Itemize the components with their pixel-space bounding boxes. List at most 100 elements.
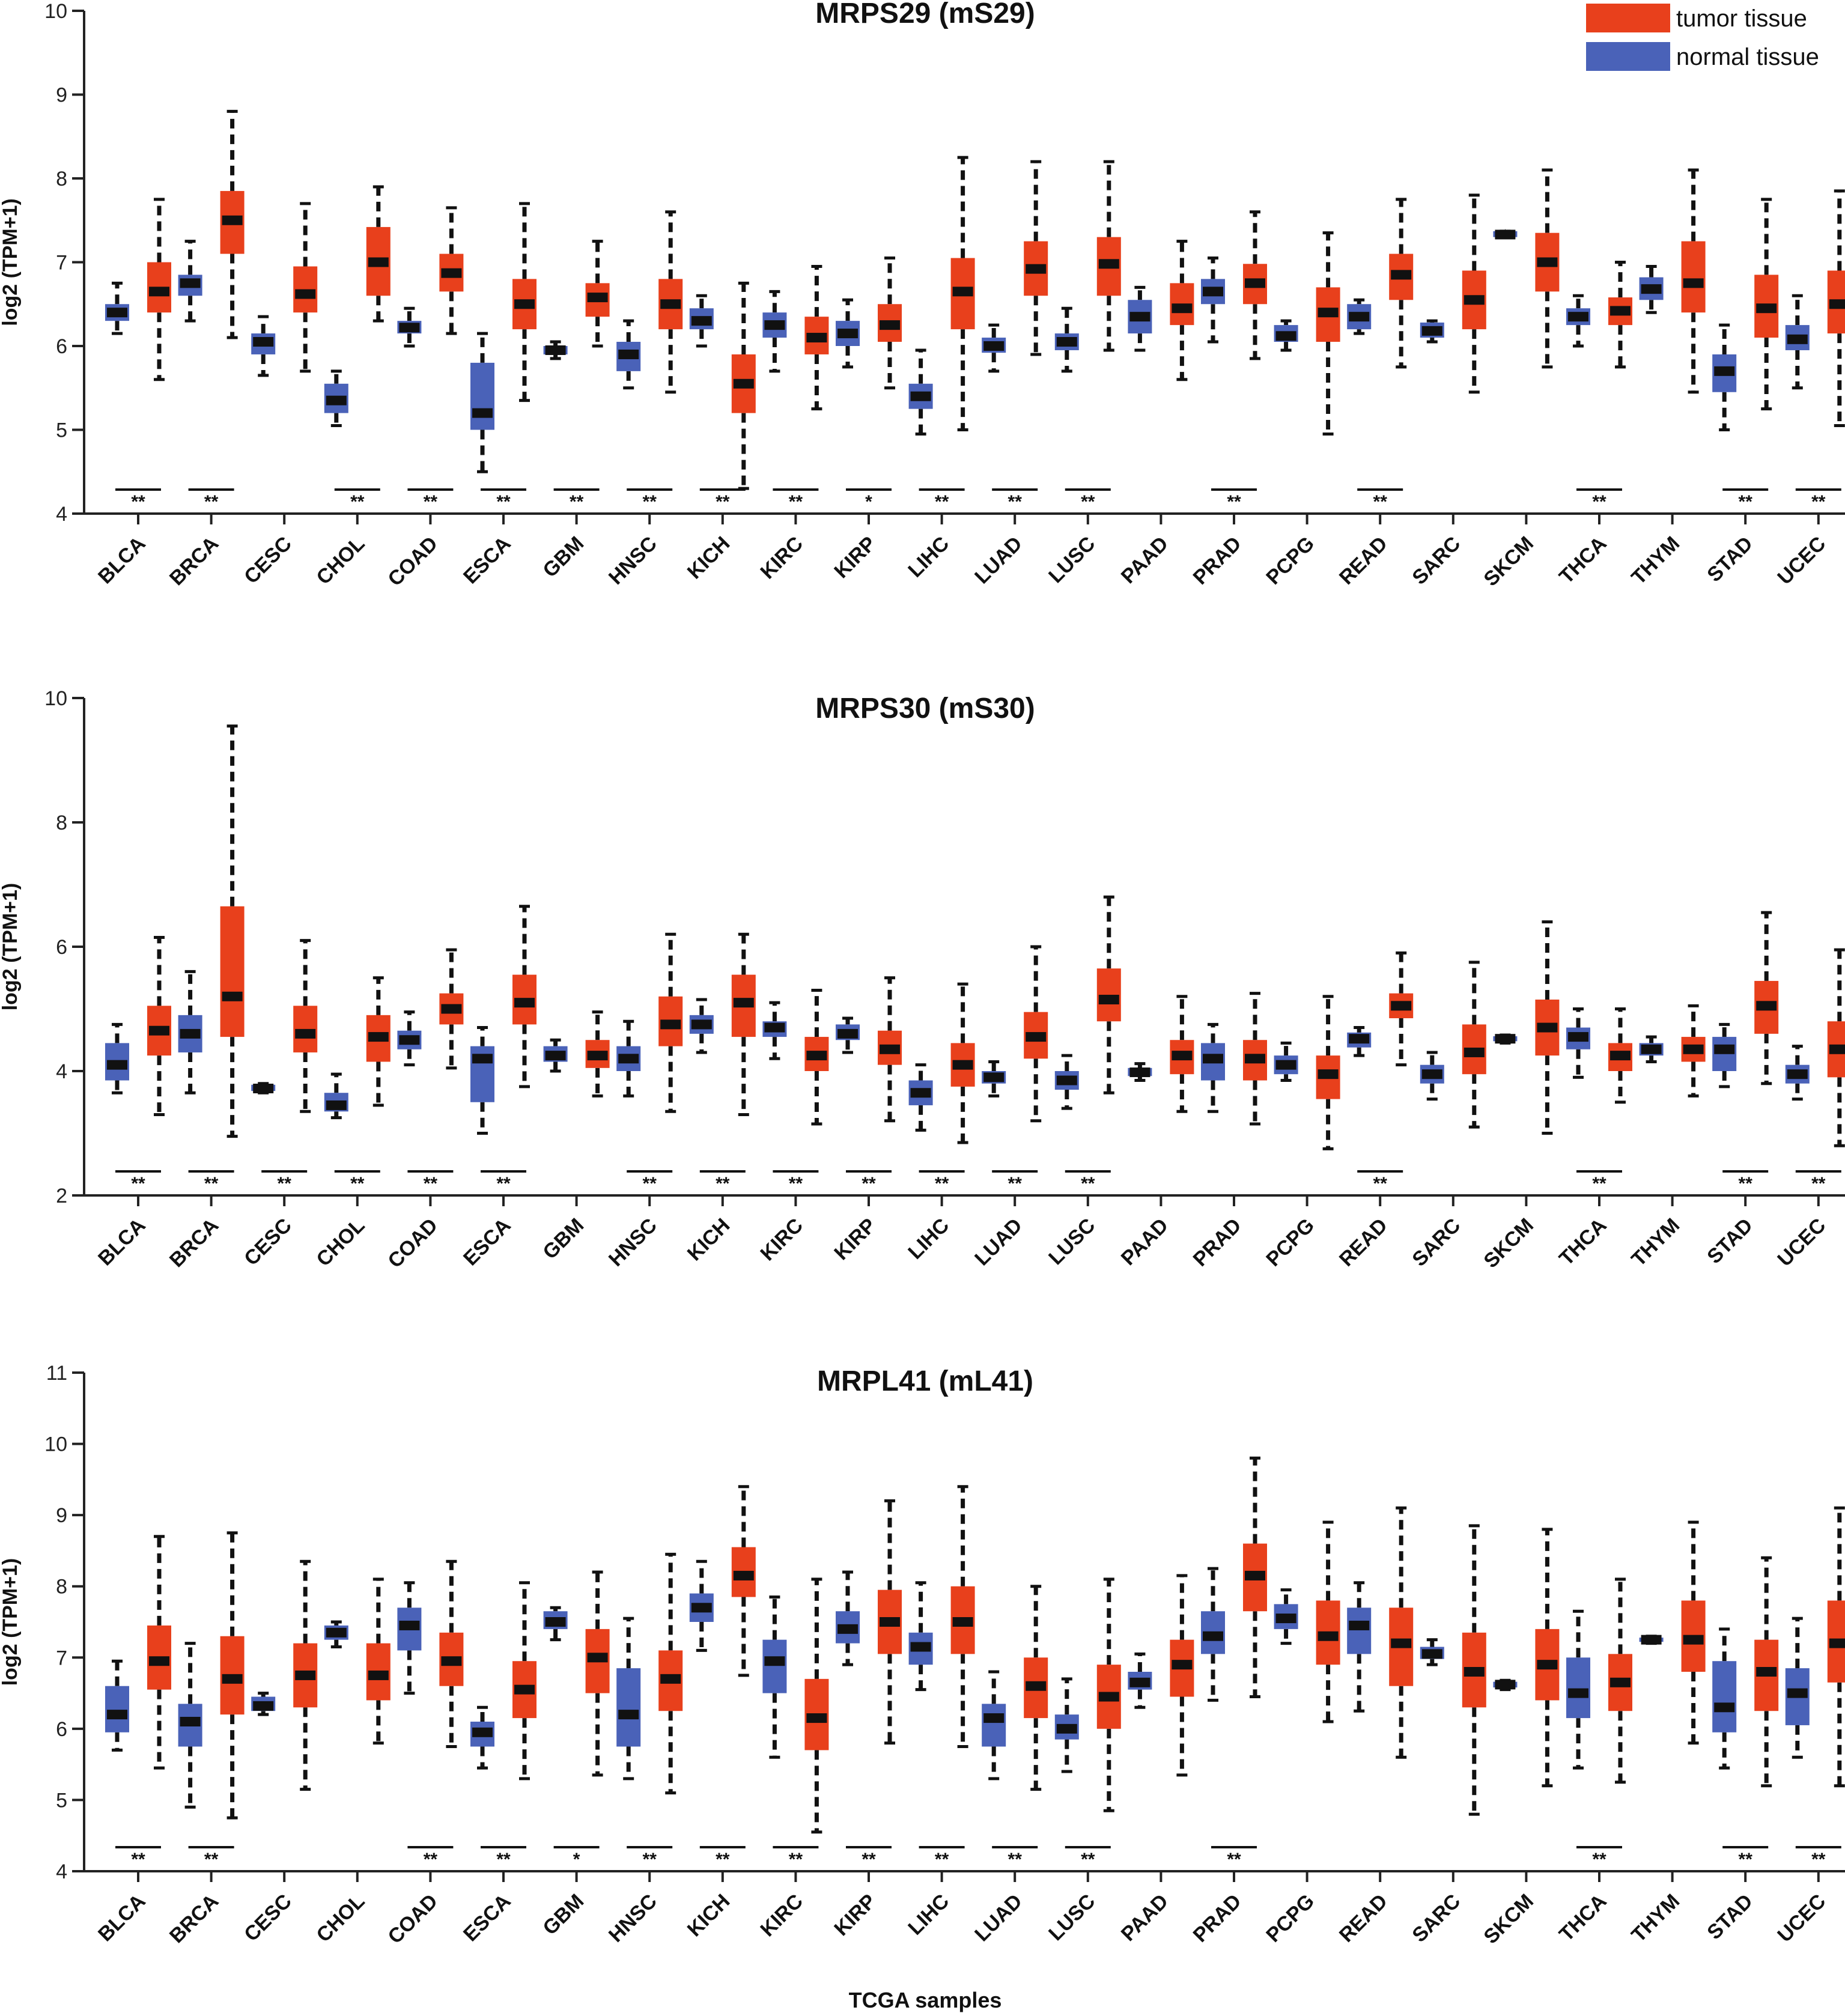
box-median <box>1349 1620 1370 1630</box>
boxplot-normal-hnsc <box>616 1617 641 1781</box>
box-median <box>1537 1660 1558 1670</box>
box-median <box>1203 1631 1223 1641</box>
boxplot-normal-sarc <box>1420 1051 1444 1101</box>
box-median <box>107 1710 127 1720</box>
boxplot-tumor-lusc <box>1096 160 1121 352</box>
boxplot-tumor-gbm <box>585 240 610 348</box>
boxplot-normal-lihc <box>908 348 933 436</box>
boxplot-normal-kich <box>689 294 714 348</box>
box-median <box>253 1083 274 1093</box>
box-median <box>1683 278 1704 288</box>
y-tick-label: 10 <box>44 687 67 710</box>
box-median <box>1245 278 1265 288</box>
boxplot-tumor-chol <box>366 185 391 323</box>
significance-label: ** <box>204 1850 219 1869</box>
box-median <box>806 1713 827 1723</box>
y-tick-label: 4 <box>56 1860 67 1883</box>
box-median <box>1275 1060 1296 1070</box>
y-tick-label: 5 <box>56 419 67 442</box>
significance-label: ** <box>424 492 438 512</box>
box-median <box>1610 306 1631 316</box>
significance-label: ** <box>1811 1174 1826 1194</box>
box-median <box>1756 1001 1777 1011</box>
legend-tumor-label: tumor tissue <box>1676 5 1807 32</box>
box-median <box>691 1603 712 1613</box>
boxplot-normal-prad <box>1201 1022 1225 1113</box>
boxplot-normal-brca <box>178 970 202 1095</box>
box-median <box>253 337 274 347</box>
significance-label: ** <box>204 1174 219 1194</box>
boxplot-tumor-esca <box>512 202 536 402</box>
panel-mrps29: MRPS29 (mS29)log2 (TPM+1)45678910BLCA**B… <box>0 0 1845 591</box>
significance-label: ** <box>1592 1174 1606 1194</box>
box-median <box>660 1674 681 1684</box>
box-median <box>1172 1051 1193 1061</box>
box-median <box>1098 994 1119 1004</box>
significance-label: ** <box>1008 492 1023 512</box>
boxplot-tumor-sarc <box>1462 193 1486 394</box>
box-median <box>441 268 462 278</box>
box-median <box>1275 331 1296 341</box>
boxplot-tumor-kirp <box>878 976 902 1123</box>
box-median <box>149 287 169 297</box>
box-median <box>618 349 639 359</box>
boxplot-normal-thym <box>1639 264 1664 314</box>
box-median <box>1391 270 1412 280</box>
box-median <box>253 1701 274 1711</box>
significance-label: ** <box>1081 1174 1095 1194</box>
box-median <box>1568 1032 1588 1042</box>
significance-label: ** <box>1739 1850 1753 1869</box>
box-median <box>1026 1681 1047 1691</box>
boxplot-normal-stad <box>1712 1627 1737 1770</box>
boxplot-tumor-kirc <box>804 1577 829 1834</box>
significance-label: ** <box>131 1174 145 1194</box>
boxplot-tumor-luad <box>1024 1585 1048 1791</box>
significance-label: ** <box>1739 1174 1753 1194</box>
box-median <box>952 287 973 297</box>
box-median <box>1318 1631 1339 1641</box>
boxplot-tumor-skcm <box>1535 920 1560 1135</box>
boxplot-normal-cesc <box>251 315 276 377</box>
boxplot-tumor-kich <box>731 1485 756 1677</box>
boxplot-tumor-read <box>1389 951 1414 1067</box>
box-median <box>180 1028 201 1039</box>
boxplot-tumor-gbm <box>585 1570 610 1777</box>
box-median <box>587 1051 608 1061</box>
significance-label: ** <box>131 1850 145 1869</box>
box-median <box>733 998 754 1008</box>
box-median <box>1203 1054 1223 1064</box>
boxplot-normal-hnsc <box>616 319 641 390</box>
boxplot-tumor-hnsc <box>658 1552 683 1795</box>
box-median <box>1683 1044 1704 1054</box>
y-tick-label: 8 <box>56 168 67 190</box>
boxplot-normal-lusc <box>1054 306 1079 373</box>
boxplot-normal-prad <box>1201 257 1225 344</box>
y-tick-label: 10 <box>44 1433 67 1456</box>
box-median <box>295 289 316 299</box>
boxplot-normal-skcm <box>1493 229 1518 240</box>
boxplot-normal-kirc <box>762 1595 787 1759</box>
box-median <box>1098 259 1119 269</box>
boxplot-normal-luad <box>982 1060 1006 1098</box>
significance-label: ** <box>131 492 145 512</box>
box-iqr <box>982 1704 1006 1747</box>
significance-label: ** <box>643 1174 657 1194</box>
boxplot-tumor-stad <box>1754 198 1779 411</box>
boxplot-tumor-cesc <box>293 939 318 1113</box>
box-median <box>1714 1702 1735 1713</box>
boxplot-normal-stad <box>1712 1022 1737 1088</box>
significance-label: ** <box>789 1850 803 1869</box>
boxplot-normal-kich <box>689 1559 714 1652</box>
boxplot-tumor-kirp <box>878 257 902 390</box>
boxplot-normal-coad <box>397 1010 422 1067</box>
box-median <box>1026 264 1047 274</box>
boxplot-tumor-gbm <box>585 1010 610 1098</box>
box-median <box>1787 1688 1808 1698</box>
significance-label: ** <box>1592 492 1606 512</box>
box-median <box>1318 308 1339 318</box>
boxplot-normal-read <box>1347 1026 1372 1057</box>
boxplot-normal-coad <box>397 1581 422 1695</box>
box-median <box>368 1032 389 1042</box>
box-median <box>1349 1034 1370 1044</box>
y-tick-label: 7 <box>56 252 67 275</box>
